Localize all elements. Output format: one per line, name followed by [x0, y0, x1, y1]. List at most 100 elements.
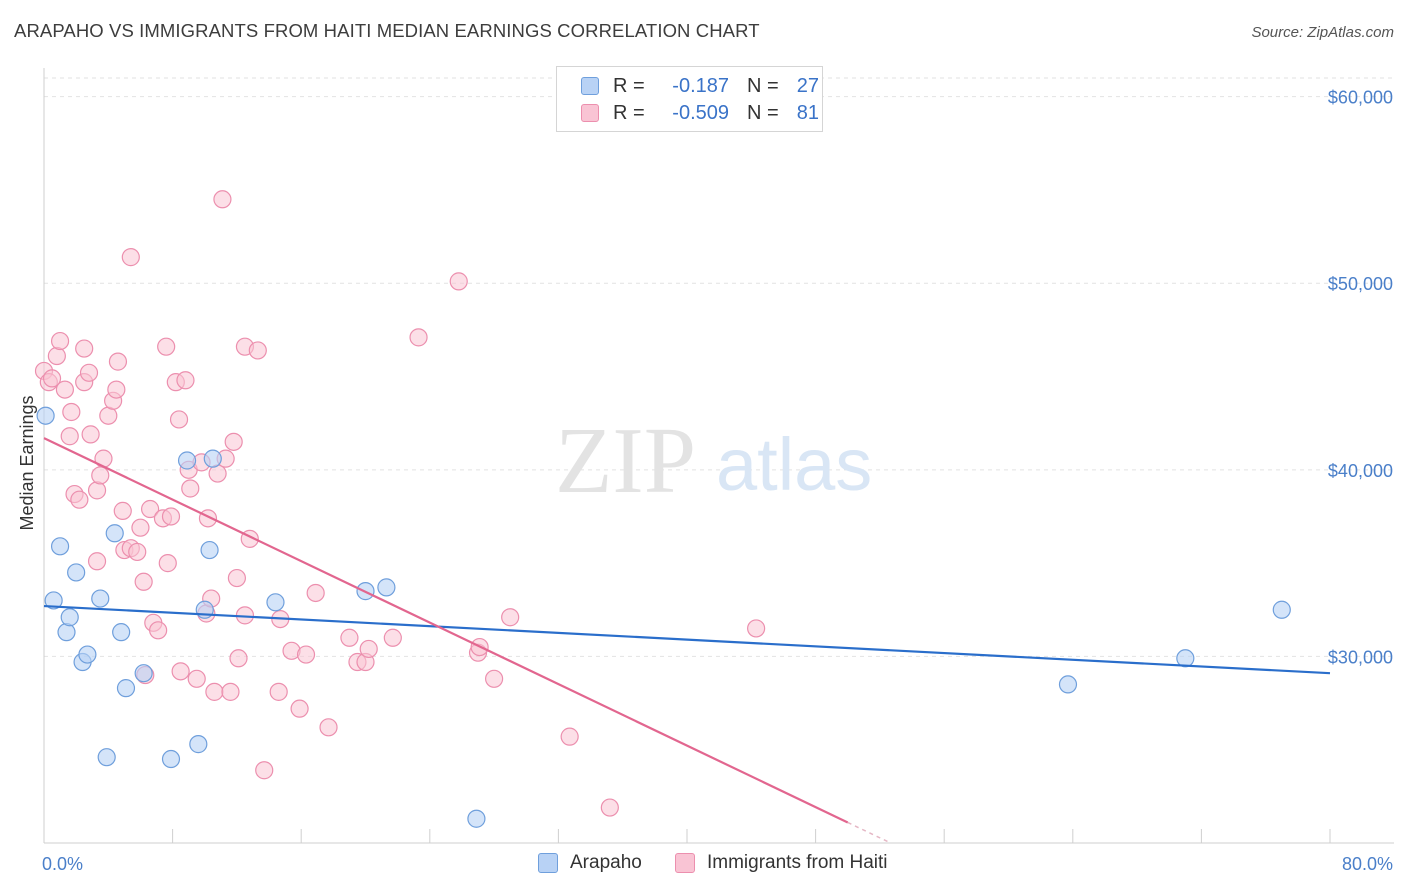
- y-tick-label: $30,000: [1328, 647, 1393, 667]
- haiti-point: [140, 499, 160, 519]
- y-tick-label: $60,000: [1328, 88, 1393, 108]
- haiti-point: [55, 380, 74, 399]
- arapaho-point: [1176, 649, 1195, 668]
- x-tick-label: 0.0%: [42, 854, 83, 874]
- arapaho-point: [189, 735, 208, 754]
- haiti-point: [60, 427, 79, 446]
- haiti-point: [485, 669, 504, 688]
- legend-label-arapaho: Arapaho: [570, 852, 642, 873]
- haiti-point: [290, 699, 309, 718]
- haiti-point: [161, 507, 181, 526]
- haiti-point: [91, 466, 110, 485]
- haiti-point: [121, 248, 140, 267]
- legend-r-label: R =: [613, 101, 645, 124]
- legend-r-value: -0.187: [672, 74, 729, 97]
- haiti-point: [157, 337, 176, 356]
- haiti-point: [449, 272, 468, 291]
- arapaho-point: [1058, 675, 1078, 694]
- legend-n-value: 81: [796, 101, 819, 124]
- haiti-point: [409, 328, 428, 347]
- haiti-point: [75, 339, 94, 358]
- haiti-point: [171, 662, 190, 681]
- legend-item-haiti: Immigrants from Haiti: [675, 852, 888, 874]
- arapaho-point: [467, 809, 486, 828]
- haiti-point: [501, 608, 520, 627]
- haiti-point: [213, 190, 232, 209]
- watermark-atlas: atlas: [716, 423, 872, 506]
- haiti-point: [158, 554, 177, 573]
- legend-item-arapaho: Arapaho: [538, 852, 642, 874]
- arapaho-point: [266, 593, 285, 612]
- haiti-point: [47, 346, 66, 366]
- haiti-point: [131, 518, 150, 537]
- y-tick-labels: $30,000 $40,000 $50,000 $60,000: [1328, 88, 1393, 668]
- haiti-point: [560, 727, 579, 746]
- arapaho-point: [203, 449, 222, 468]
- arapaho-point: [91, 589, 110, 608]
- legend-r-label: R =: [613, 74, 645, 97]
- arapaho-point: [134, 664, 153, 683]
- arapaho-point: [116, 679, 136, 698]
- haiti-point: [108, 352, 128, 371]
- arapaho-point: [50, 537, 70, 556]
- arapaho-point: [177, 451, 197, 470]
- arapaho-point: [78, 645, 97, 664]
- series-arapaho-points: [36, 406, 1291, 828]
- watermark: ZIP atlas: [555, 409, 872, 513]
- haiti-point: [42, 369, 62, 388]
- haiti-point: [224, 432, 243, 451]
- arapaho-point: [44, 591, 63, 610]
- haiti-point: [134, 572, 153, 591]
- arapaho-point: [60, 608, 79, 627]
- haiti-point: [306, 583, 325, 603]
- haiti-point: [187, 669, 206, 688]
- haiti-point: [747, 619, 766, 638]
- haiti-point: [221, 682, 240, 701]
- x-tick-labels: 0.0% 80.0%: [42, 854, 1393, 874]
- haiti-legend-swatch: [675, 853, 695, 873]
- legend-n-label: N =: [747, 101, 779, 124]
- haiti-point: [340, 628, 359, 647]
- haiti-point: [81, 425, 100, 444]
- haiti-trend-line: [43, 437, 849, 824]
- arapaho-point: [161, 749, 181, 769]
- haiti-point: [79, 363, 99, 382]
- arapaho-point: [200, 540, 219, 560]
- haiti-point: [205, 682, 224, 701]
- haiti-point: [319, 718, 338, 737]
- legend-n-label: N =: [747, 74, 779, 97]
- arapaho-legend-swatch: [538, 853, 558, 873]
- arapaho-point: [57, 623, 76, 642]
- source-credit: Source: ZipAtlas.com: [1251, 24, 1394, 41]
- grid-lines: [44, 77, 1394, 657]
- haiti-point: [176, 371, 195, 390]
- haiti-point: [107, 380, 126, 399]
- legend-r-value: -0.509: [672, 101, 729, 124]
- legend-row-arapaho: R = -0.187 N = 27: [557, 73, 819, 99]
- haiti-point: [62, 402, 81, 422]
- arapaho-point: [377, 578, 396, 597]
- arapaho-point: [36, 406, 55, 425]
- series-legend: Arapaho Immigrants from Haiti: [0, 852, 1406, 878]
- x-tick-label: 80.0%: [1342, 854, 1393, 874]
- trend-lines: [43, 437, 1331, 843]
- haiti-point: [296, 645, 316, 664]
- haiti-point: [255, 761, 274, 780]
- axes: [43, 68, 1394, 844]
- chart-title: ARAPAHO VS IMMIGRANTS FROM HAITI MEDIAN …: [14, 20, 760, 41]
- y-tick-label: $40,000: [1328, 461, 1393, 481]
- arapaho-point: [67, 563, 86, 582]
- haiti-point: [269, 682, 288, 701]
- arapaho-point: [112, 623, 131, 642]
- haiti-point: [181, 479, 200, 498]
- arapaho-swatch: [581, 77, 599, 95]
- haiti-point: [128, 542, 147, 562]
- haiti-point: [600, 798, 619, 817]
- y-axis-label: Median Earnings: [17, 395, 37, 530]
- legend-row-haiti: R = -0.509 N = 81: [557, 100, 819, 126]
- haiti-point: [227, 568, 246, 588]
- haiti-point: [87, 481, 107, 500]
- haiti-swatch: [581, 104, 599, 122]
- haiti-point: [169, 410, 189, 429]
